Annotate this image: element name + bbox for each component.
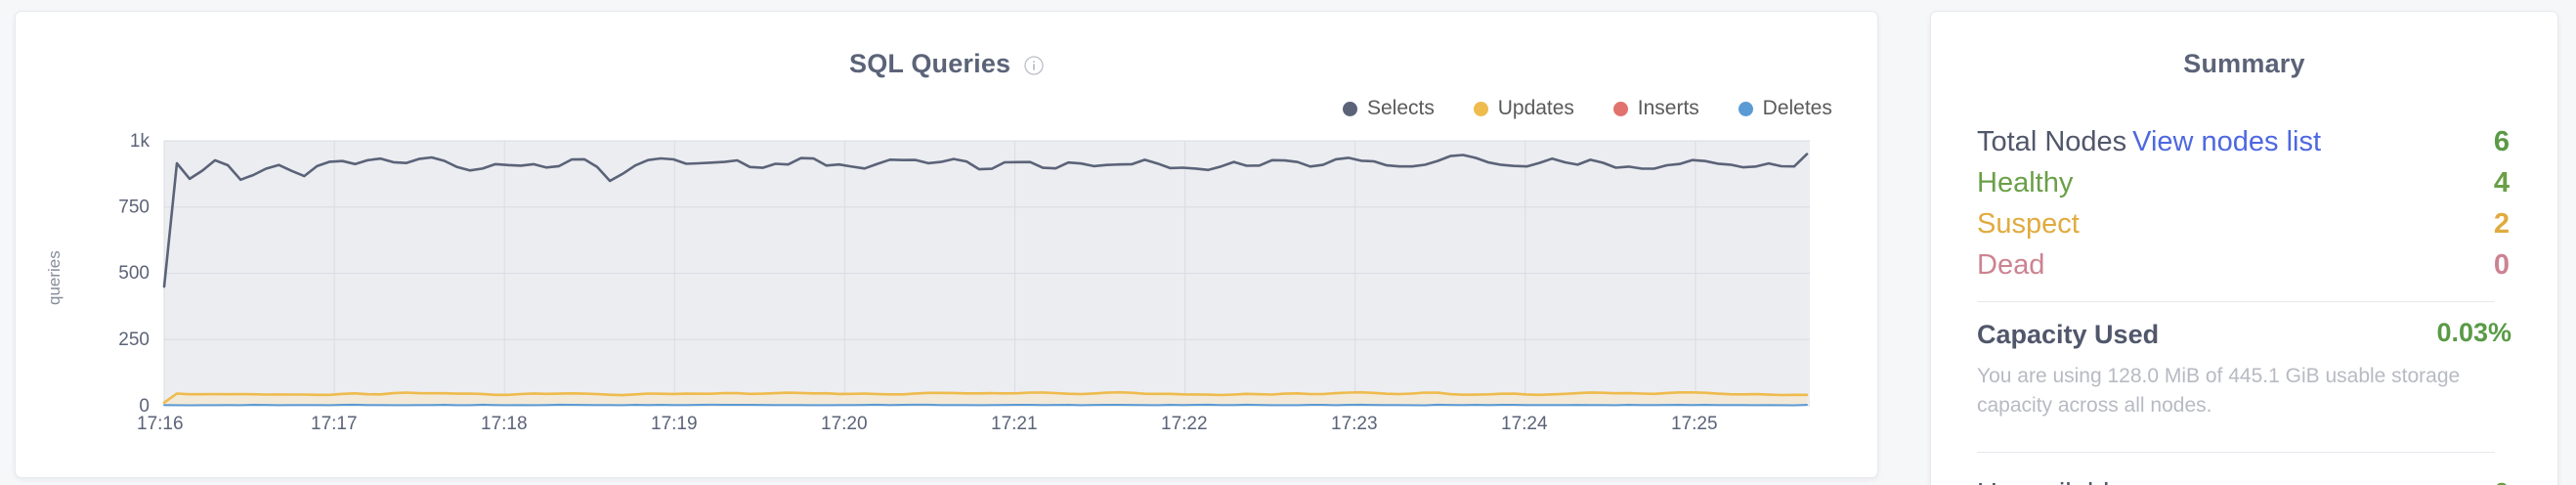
svg-text:250: 250 [118,330,150,350]
svg-text:17:22: 17:22 [1161,414,1208,434]
svg-text:17:21: 17:21 [991,414,1038,434]
svg-text:17:23: 17:23 [1331,414,1378,434]
svg-text:17:24: 17:24 [1501,414,1548,434]
svg-text:17:20: 17:20 [821,414,868,434]
svg-text:1k: 1k [130,131,150,152]
svg-text:17:19: 17:19 [651,414,698,434]
svg-text:17:25: 17:25 [1671,414,1718,434]
svg-text:750: 750 [118,198,150,218]
svg-text:17:16: 17:16 [137,414,184,434]
svg-text:500: 500 [118,263,150,284]
svg-text:17:17: 17:17 [311,414,358,434]
svg-text:17:18: 17:18 [481,414,528,434]
